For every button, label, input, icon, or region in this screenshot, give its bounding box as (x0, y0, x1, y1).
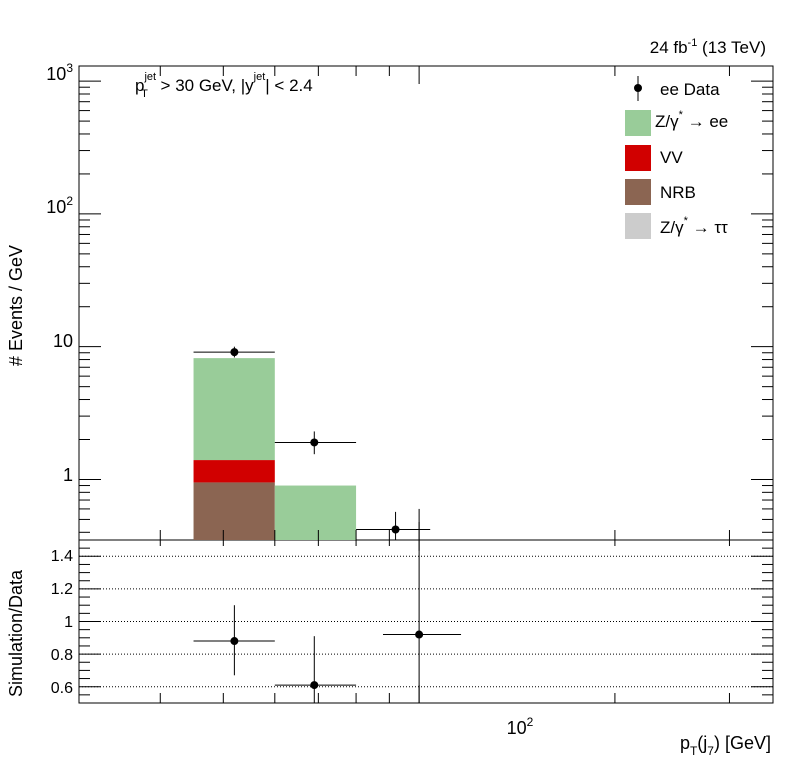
legend-zee-swatch (625, 110, 651, 136)
legend-data-marker (634, 84, 642, 92)
ytick-label-1000: 103 (46, 61, 73, 84)
ytick-label-1: 1 (63, 465, 73, 485)
legend-entry-nrb: NRB (625, 179, 696, 205)
legend-data-label: ee Data (660, 80, 720, 99)
ratio-y-axis-title: Simulation/Data (6, 569, 26, 697)
ytick-label-10: 10 (53, 331, 73, 351)
data-point-2 (391, 525, 400, 534)
legend-nrb-label: NRB (660, 183, 696, 202)
lumi-label: 24 fb-1 (13 TeV) (650, 37, 766, 57)
legend-entry-data: ee Data (634, 76, 720, 101)
ratio-point-0 (230, 637, 239, 646)
legend-nrb-swatch (625, 179, 651, 205)
top-y-axis-title: # Events / GeV (6, 245, 26, 366)
top-plot-frame (78, 65, 774, 541)
ratio-ytick-0.6: 0.6 (51, 680, 73, 697)
ratio-point-2 (415, 630, 424, 639)
bar-z-ee-bin1 (274, 485, 357, 540)
data-point-0 (230, 348, 239, 357)
legend-ztt-label: Z/γ* → ττ (660, 215, 728, 237)
legend: ee Data Z/γ* → ee VV NRB Z/γ* → ττ (625, 76, 728, 239)
ytick-label-100: 102 (46, 194, 73, 217)
bar-vv-bin0 (193, 460, 275, 483)
histogram-layer (193, 346, 462, 541)
bar-z-ee-bin0 (193, 358, 275, 461)
legend-entry-ztt: Z/γ* → ττ (625, 213, 728, 239)
x-axis-title: pT(j7) [GeV] (680, 733, 771, 758)
legend-vv-swatch (625, 145, 651, 171)
ratio-layer (79, 540, 773, 703)
data-point-1 (310, 438, 319, 447)
ratio-plot-frame (78, 539, 774, 704)
ratio-ytick-1: 1 (64, 614, 73, 631)
legend-vv-label: VV (660, 148, 683, 167)
legend-entry-zee: Z/γ* → ee (625, 109, 728, 136)
selection-cut-label: pjet T > 30 GeV, |yjet| < 2.4 (135, 71, 313, 100)
xtick-label-100: 102 (507, 715, 534, 738)
ratio-ytick-0.8: 0.8 (51, 647, 73, 664)
ratio-ytick-1.4: 1.4 (51, 548, 73, 565)
ratio-ytick-1.2: 1.2 (51, 581, 73, 598)
legend-entry-vv: VV (625, 145, 683, 171)
ratio-point-1 (310, 681, 319, 690)
axis-ticks (78, 66, 773, 704)
legend-ztt-swatch (625, 213, 651, 239)
legend-zee-label: Z/γ* → ee (655, 109, 728, 131)
bar-nrb-bin0 (193, 482, 275, 540)
